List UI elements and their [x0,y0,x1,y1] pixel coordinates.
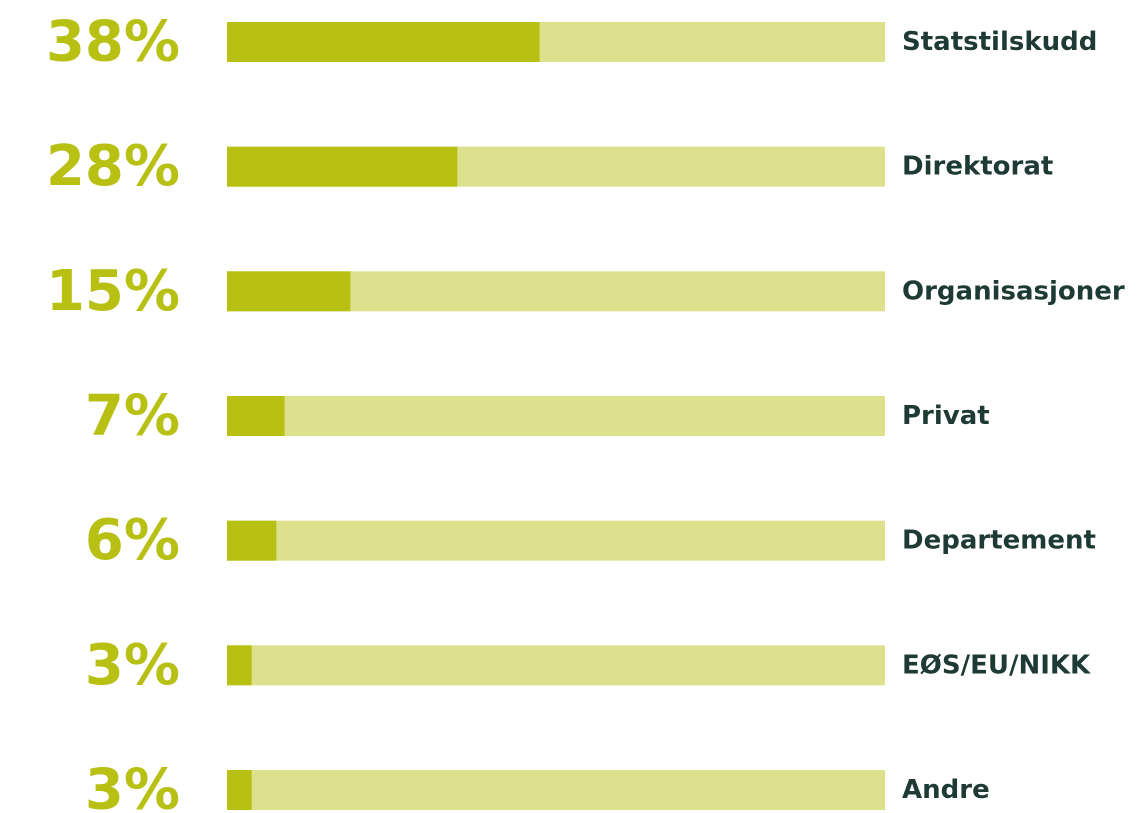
category-label: Direktorat [902,152,1053,182]
bar [227,271,351,312]
bar [227,146,458,187]
value-label: 3% [85,758,180,813]
value-label: 7% [85,384,180,449]
value-label: 15% [46,259,180,324]
value-label: 28% [46,134,180,199]
value-label: 6% [85,508,180,573]
bar [227,396,285,436]
value-label: 38% [46,10,180,75]
bar-track [227,645,885,686]
bar-track [227,396,885,436]
bar [227,22,540,62]
bar [227,520,277,561]
category-label: Andre [902,775,990,805]
category-label: Privat [902,401,990,431]
category-label: EØS/EU/NIKK [902,650,1091,680]
bar-track [227,770,885,810]
category-label: Departement [902,526,1096,556]
bar [227,645,252,686]
bar-track [227,520,885,561]
category-label: Statstilskudd [902,27,1097,57]
bar [227,770,252,810]
value-label: 3% [85,633,180,698]
category-label: Organisasjoner [902,276,1125,306]
